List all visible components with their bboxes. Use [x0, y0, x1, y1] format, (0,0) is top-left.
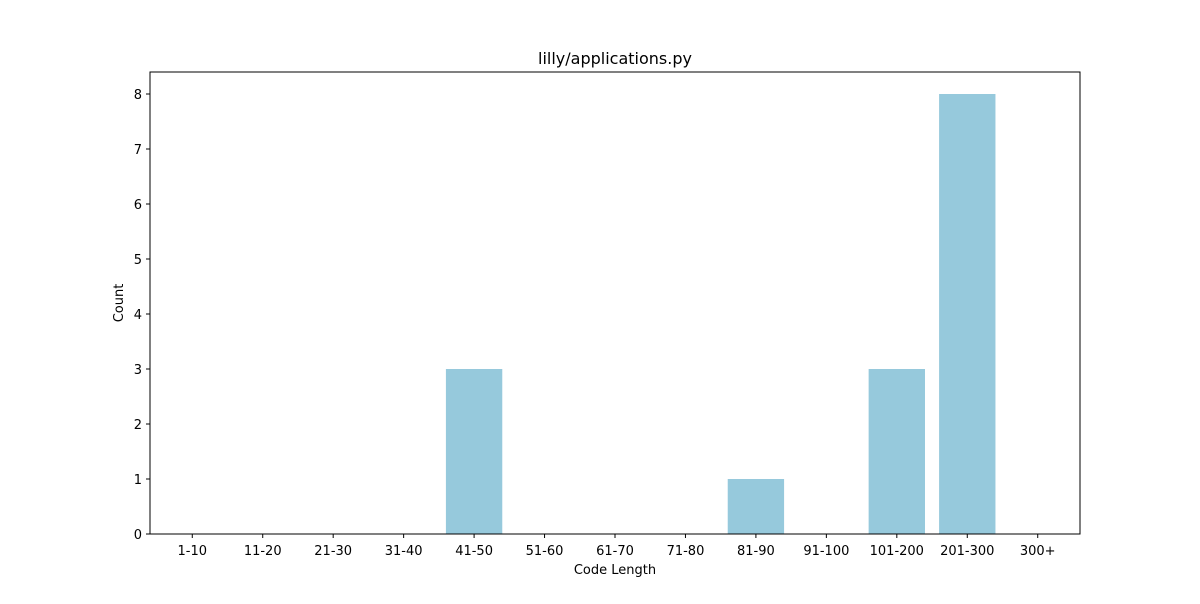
x-tick-label: 81-90	[737, 544, 775, 559]
x-axis: 1-10 11-20 21-30 31-40 41-50 51-60 61-70 71-80 8…	[178, 534, 1056, 559]
y-tick-label: 6	[134, 198, 142, 213]
x-tick-label: 11-20	[244, 544, 282, 559]
x-tick-label: 71-80	[667, 544, 705, 559]
y-axis-title: Count	[112, 284, 127, 323]
y-tick-label: 3	[134, 363, 142, 378]
y-tick-label: 5	[134, 253, 142, 268]
bar-81-90	[727, 479, 785, 534]
x-tick-label: 300+	[1020, 544, 1056, 559]
bar-41-50	[445, 369, 503, 534]
x-tick-label: 41-50	[455, 544, 493, 559]
x-tick-label: 201-300	[940, 544, 994, 559]
x-tick-label: 91-100	[803, 544, 849, 559]
bars-layer	[445, 94, 996, 534]
x-tick-label: 51-60	[526, 544, 564, 559]
x-tick-label: 21-30	[314, 544, 352, 559]
y-tick-label: 8	[134, 88, 142, 103]
y-tick-label: 7	[134, 143, 142, 158]
y-axis: 0 1 2 3 4 5 6 7 8	[134, 88, 150, 543]
x-tick-label: 1-10	[178, 544, 208, 559]
bar-201-300	[939, 94, 996, 534]
x-tick-label: 101-200	[870, 544, 924, 559]
x-axis-title: Code Length	[574, 563, 656, 578]
y-tick-label: 1	[134, 473, 142, 488]
chart-title: lilly/applications.py	[538, 49, 692, 68]
x-tick-label: 31-40	[385, 544, 423, 559]
y-tick-label: 4	[134, 308, 142, 323]
y-tick-label: 2	[134, 418, 142, 433]
bar-101-200	[868, 369, 925, 534]
x-tick-label: 61-70	[596, 544, 634, 559]
y-tick-label: 0	[134, 528, 142, 543]
